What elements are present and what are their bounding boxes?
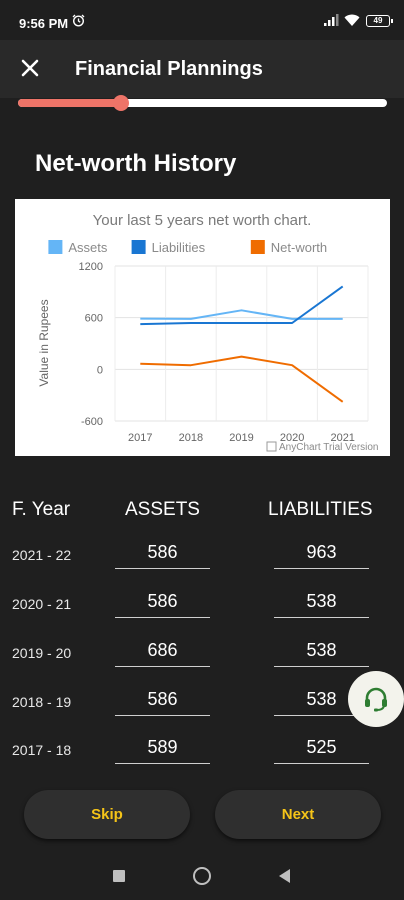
liabilities-input[interactable]: 525	[274, 733, 369, 764]
signal-icon	[324, 14, 339, 26]
row-year: 2018 - 19	[12, 694, 72, 710]
y-tick-label: -600	[81, 416, 103, 428]
header-liabilities: LIABILITIES	[268, 499, 373, 520]
row-year: 2017 - 18	[12, 742, 72, 758]
recent-apps-icon[interactable]	[113, 870, 125, 882]
legend-swatch	[131, 240, 146, 254]
x-tick-label: 2021	[330, 432, 354, 444]
app-title: Financial Plannings	[75, 58, 263, 80]
series-line-net-worth	[140, 355, 344, 403]
app-bar: Financial Plannings	[0, 40, 404, 98]
chart-lines	[140, 285, 344, 403]
chart-svg: Your last 5 years net worth chart. Asset…	[37, 212, 379, 453]
x-tick-label: 2017	[128, 432, 152, 444]
section-title: Net-worth History	[35, 150, 237, 177]
skip-button[interactable]: Skip	[24, 790, 190, 839]
watermark-text: AnyChart Trial Version	[279, 442, 379, 453]
networth-chart: Your last 5 years net worth chart. Asset…	[15, 199, 390, 456]
support-button[interactable]	[348, 671, 404, 727]
y-tick-label: 600	[85, 313, 103, 325]
row-year: 2020 - 21	[12, 596, 72, 612]
legend-swatch	[250, 240, 265, 254]
y-tick-label: 0	[97, 364, 103, 376]
progress-bar	[18, 95, 387, 111]
header-assets: ASSETS	[125, 499, 200, 520]
system-nav-bar	[0, 852, 404, 900]
x-tick-label: 2019	[229, 432, 253, 444]
table-row: 2018 - 19 586 538	[0, 685, 404, 733]
legend-label: Liabilities	[152, 240, 206, 255]
liabilities-input[interactable]: 538	[274, 636, 369, 667]
row-year: 2021 - 22	[12, 547, 72, 563]
series-line-liabilities	[140, 285, 344, 326]
table-row: 2021 - 22 586 963	[0, 538, 404, 586]
assets-input[interactable]: 589	[115, 733, 210, 764]
table-row: 2020 - 21 586 538	[0, 587, 404, 635]
status-time: 9:56 PM	[19, 16, 69, 31]
status-bar: 9:56 PM 49	[0, 0, 404, 40]
liabilities-input[interactable]: 538	[274, 685, 369, 716]
chart-legend: Assets Liabilities Net-worth	[48, 240, 327, 255]
liabilities-input[interactable]: 963	[274, 538, 369, 569]
legend-label: Assets	[68, 240, 108, 255]
assets-input[interactable]: 586	[115, 538, 210, 569]
table-row: 2017 - 18 589 525	[0, 733, 404, 781]
chart-grid	[114, 265, 369, 422]
x-tick-label: 2020	[280, 432, 304, 444]
chart-xticks: 2017 2018 2019 2020 2021	[128, 432, 355, 444]
chart-yticks: 1200 600 0 -600	[79, 261, 103, 428]
assets-input[interactable]: 586	[115, 685, 210, 716]
y-tick-label: 1200	[79, 261, 103, 273]
chart-ylabel: Value in Rupees	[37, 299, 51, 386]
next-button[interactable]: Next	[215, 790, 381, 839]
battery-icon: 49	[366, 15, 393, 27]
legend-swatch	[48, 240, 63, 254]
home-icon[interactable]	[193, 867, 211, 885]
legend-label: Net-worth	[271, 240, 327, 255]
row-year: 2019 - 20	[12, 645, 72, 661]
header-year: F. Year	[12, 499, 71, 520]
progress-fill	[18, 99, 122, 107]
assets-input[interactable]: 686	[115, 636, 210, 667]
progress-thumb	[113, 95, 130, 111]
liabilities-input[interactable]: 538	[274, 587, 369, 618]
series-line-assets	[140, 309, 343, 320]
wifi-icon	[344, 14, 360, 26]
watermark: AnyChart Trial Version	[266, 441, 379, 453]
back-icon[interactable]	[279, 869, 291, 883]
close-icon[interactable]	[16, 54, 44, 82]
alarm-icon	[72, 14, 85, 27]
headset-icon	[365, 687, 387, 712]
chart-title: Your last 5 years net worth chart.	[93, 212, 312, 229]
table-row: 2019 - 20 686 538	[0, 636, 404, 684]
assets-input[interactable]: 586	[115, 587, 210, 618]
x-tick-label: 2018	[179, 432, 203, 444]
